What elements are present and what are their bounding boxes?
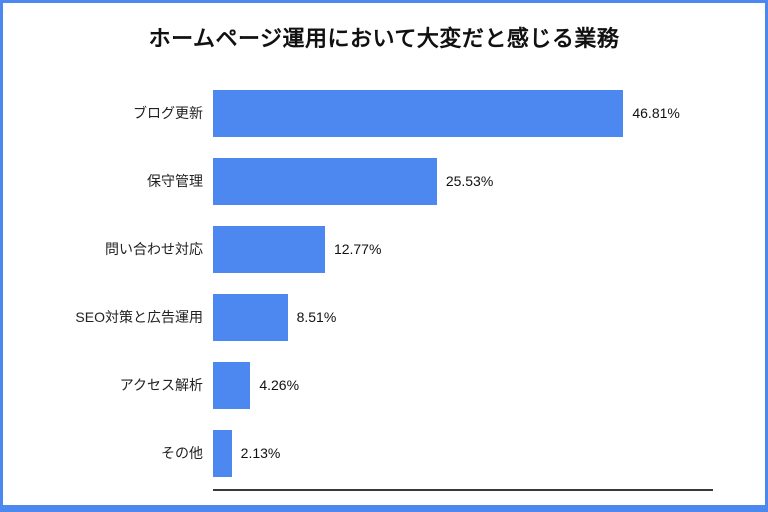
bar-row: 保守管理 25.53% xyxy=(3,147,739,215)
value-label: 4.26% xyxy=(259,377,300,393)
x-axis-line xyxy=(213,489,713,491)
bar xyxy=(213,89,624,137)
category-label: SEO対策と広告運用 xyxy=(75,309,203,325)
category-label: 問い合わせ対応 xyxy=(105,241,203,257)
chart-title: ホームページ運用において大変だと感じる業務 xyxy=(148,26,620,51)
bar-track: 2.13% xyxy=(213,429,739,477)
bar-row: 問い合わせ対応 12.77% xyxy=(3,215,739,283)
value-label: 8.51% xyxy=(296,309,337,325)
bar xyxy=(213,429,232,477)
bar-track: 12.77% xyxy=(213,225,739,273)
bar xyxy=(213,157,437,205)
bar-track: 8.51% xyxy=(213,293,739,341)
bar-track: 4.26% xyxy=(213,361,739,409)
value-label: 25.53% xyxy=(445,173,494,189)
bar-row: SEO対策と広告運用 8.51% xyxy=(3,283,739,351)
bar-rows: ブログ更新 46.81% 保守管理 25.53% 問い合わせ対応 12.77% SEO対策と… xyxy=(3,79,739,487)
bar-track: 25.53% xyxy=(213,157,739,205)
bar xyxy=(213,361,251,409)
value-label: 2.13% xyxy=(240,445,281,461)
category-label: アクセス解析 xyxy=(119,377,203,393)
bar xyxy=(213,225,325,273)
bar-row: ブログ更新 46.81% xyxy=(3,79,739,147)
bar-track: 46.81% xyxy=(213,89,739,137)
value-label: 46.81% xyxy=(632,105,680,121)
bar-chart: ブログ更新 46.81% 保守管理 25.53% 問い合わせ対応 12.77% SEO対策と… xyxy=(3,79,765,491)
category-label: その他 xyxy=(161,445,203,461)
category-label: 保守管理 xyxy=(147,173,203,189)
bar xyxy=(213,293,288,341)
category-label: ブログ更新 xyxy=(133,105,203,121)
bar-row: その他 2.13% xyxy=(3,419,739,487)
value-label: 12.77% xyxy=(333,241,382,257)
bar-row: アクセス解析 4.26% xyxy=(3,351,739,419)
